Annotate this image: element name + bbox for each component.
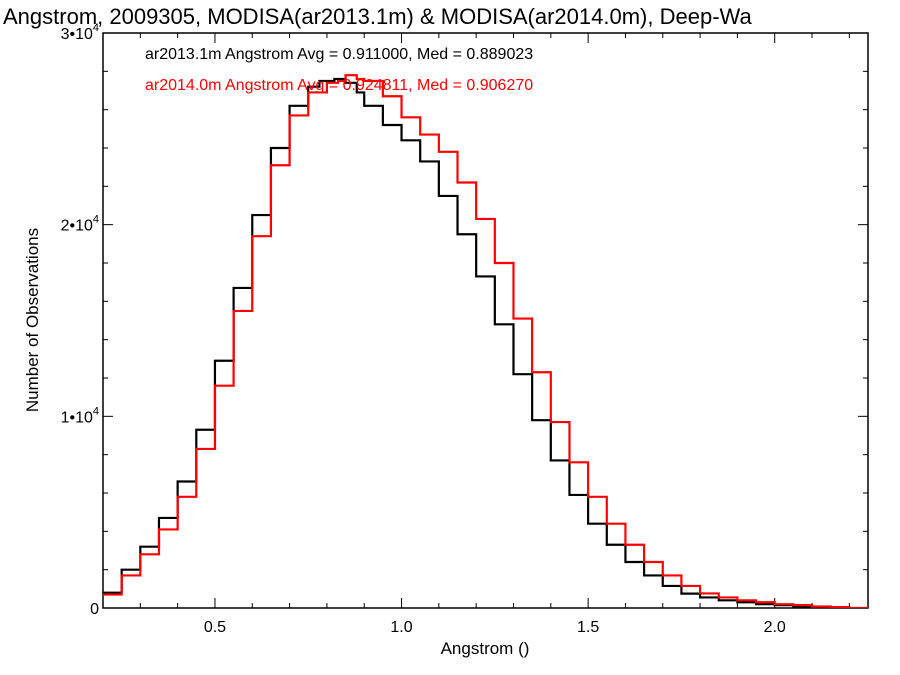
x-tick-label: 2.0: [764, 619, 786, 636]
series-layer: [103, 74, 868, 608]
series-line-2: [103, 74, 868, 608]
series-line-1: [103, 77, 832, 608]
axis-tick-labels: 0.5 1.0 1.5 2.0 0 1•104 2•104 3•104: [61, 22, 786, 636]
chart-title: Angstrom, 2009305, MODISA(ar2013.1m) & M…: [3, 4, 752, 29]
x-tick-label: 1.5: [577, 619, 599, 636]
axis-ticks: [102, 32, 868, 609]
y-tick-label: 3•104: [61, 22, 99, 43]
y-axis-label: Number of Observations: [23, 228, 42, 412]
plot-frame: [102, 32, 869, 609]
legend-entry-1: ar2013.1m Angstrom Avg = 0.911000, Med =…: [145, 46, 533, 63]
y-tick-label: 0: [90, 601, 99, 618]
legend-entry-2: ar2014.0m Angstrom Avg = 0.924811, Med =…: [145, 77, 533, 94]
x-tick-label: 0.5: [204, 619, 226, 636]
x-axis-label: Angstrom (): [441, 639, 530, 658]
x-tick-label: 1.0: [390, 619, 412, 636]
y-tick-label: 1•104: [61, 405, 99, 426]
y-tick-label: 2•104: [61, 214, 99, 235]
